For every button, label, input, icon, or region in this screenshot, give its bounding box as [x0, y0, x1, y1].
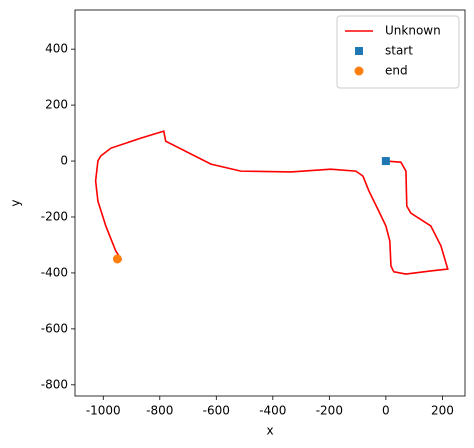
y-tick-label: -400: [41, 265, 68, 279]
x-tick-label: -800: [146, 404, 173, 418]
y-tick-label: -800: [41, 377, 68, 391]
plot-frame: [74, 9, 466, 397]
legend-label: start: [385, 44, 413, 58]
point-marker: [381, 157, 390, 166]
point-marker: [112, 254, 122, 264]
x-tick-label: -200: [316, 404, 343, 418]
y-tick-label: 400: [45, 42, 68, 56]
x-tick-label: 200: [431, 404, 454, 418]
y-tick-label: 200: [45, 98, 68, 112]
legend-label: end: [385, 64, 408, 78]
x-tick-label: -1000: [86, 404, 121, 418]
trajectory-line: [94, 130, 449, 275]
point-marker: [354, 66, 364, 76]
y-tick-label: -200: [41, 209, 68, 223]
legend-label: Unknown: [385, 24, 441, 38]
x-tick-label: -400: [259, 404, 286, 418]
point-marker: [355, 47, 363, 55]
y-tick-label: 0: [60, 154, 68, 168]
x-axis-label: x: [266, 424, 273, 438]
x-tick-label: -600: [203, 404, 230, 418]
x-tick-label: 0: [382, 404, 390, 418]
legend-box: [336, 15, 460, 89]
y-axis-label: y: [9, 199, 23, 206]
y-tick-label: -600: [41, 321, 68, 335]
